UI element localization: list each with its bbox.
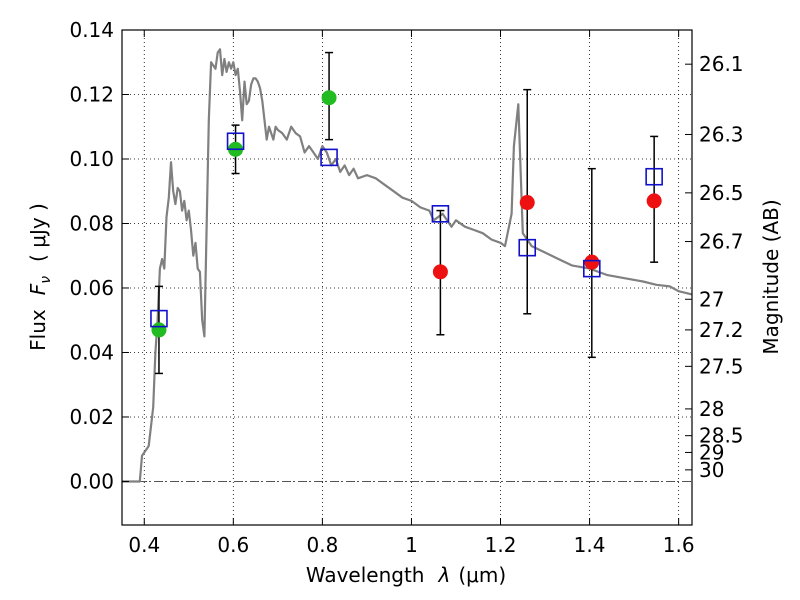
y-tick-label: 0.10	[69, 147, 114, 171]
y-axis-label: Flux Fν ( μJy )	[26, 203, 54, 351]
data-point	[646, 193, 662, 209]
template-spectrum-curve	[122, 48, 693, 483]
y-tick-label: 0.00	[69, 469, 114, 493]
x-axis-label-unit: (μm)	[458, 563, 506, 587]
y2-tick-label: 30	[699, 458, 724, 482]
y-tick-label: 0.12	[69, 82, 114, 106]
spectrum-line	[122, 48, 693, 483]
x-axis-label-text: Wavelength	[306, 563, 425, 587]
grid-lines	[122, 29, 692, 525]
axis-ticks	[122, 29, 692, 525]
y-tick-labels: 0.00 0.02 0.04 0.06 0.08 0.10 0.12 0.14	[69, 18, 114, 493]
y2-tick-label: 26.7	[699, 230, 744, 254]
y2-tick-label: 26.3	[699, 122, 744, 146]
x-axis-label-symbol: λ	[438, 563, 451, 587]
model-square-marker	[645, 167, 663, 186]
y2-tick-label: 27	[699, 287, 724, 311]
error-bars	[154, 51, 659, 375]
y-axis-label-text: Flux	[26, 309, 50, 351]
y-tick-label: 0.14	[69, 18, 114, 42]
model-square-marker	[150, 309, 168, 328]
y-tick-label: 0.06	[69, 276, 114, 300]
x-tick-labels: 0.4 0.6 0.8 1 1.2 1.4 1.6	[128, 533, 694, 557]
x-tick-label: 1.2	[485, 533, 517, 557]
y-tick-label: 0.08	[69, 211, 114, 235]
y-tick-label: 0.02	[69, 405, 114, 429]
x-tick-label: 1.6	[663, 533, 695, 557]
model-squares	[150, 132, 663, 328]
data-point	[584, 254, 600, 270]
y2-tick-label: 27.2	[699, 318, 744, 342]
x-axis-label: Wavelength λ (μm)	[306, 563, 506, 587]
y-axis-label-unit: ( μJy )	[26, 203, 50, 262]
model-square-marker	[431, 205, 450, 223]
photometry-points	[151, 90, 662, 338]
data-point	[432, 264, 448, 280]
y2-tick-label: 29	[699, 440, 724, 464]
y2-tick-label: 28.5	[699, 424, 744, 448]
x-tick-label: 0.4	[128, 533, 160, 557]
plot-frame	[121, 29, 693, 526]
model-square-marker	[518, 238, 537, 257]
y2-axis-label: Magnitude (AB)	[759, 199, 783, 354]
model-square-marker	[320, 148, 338, 167]
y-tick-label: 0.04	[69, 340, 114, 364]
model-square-marker	[226, 132, 245, 151]
x-tick-label: 1.4	[574, 533, 606, 557]
data-point	[151, 322, 167, 338]
y-axis-label-subscript: ν	[38, 276, 54, 284]
model-square-marker	[583, 259, 601, 278]
data-point	[321, 90, 337, 106]
data-point	[519, 195, 535, 211]
y2-tick-label: 26.1	[699, 52, 744, 76]
y2-tick-label: 28	[699, 397, 724, 421]
y-axis-label-symbol: F	[26, 283, 50, 295]
x-tick-label: 1	[405, 533, 418, 557]
y2-tick-label: 27.5	[699, 354, 744, 378]
x-tick-label: 0.6	[217, 533, 249, 557]
x-tick-label: 0.8	[306, 533, 338, 557]
y2-tick-label: 26.5	[699, 181, 744, 205]
